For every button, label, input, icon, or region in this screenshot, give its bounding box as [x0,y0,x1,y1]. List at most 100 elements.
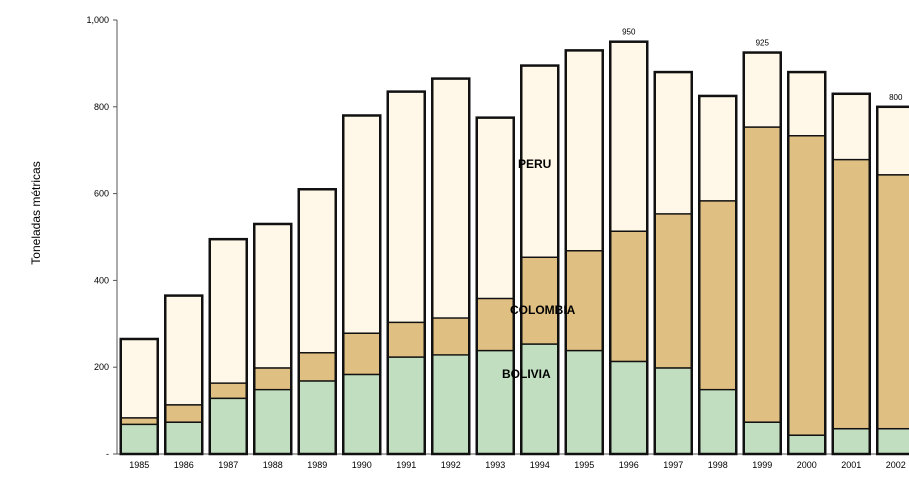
bar-segment-peru [387,91,425,322]
bar-segment-colombia [432,317,470,355]
x-tick-label: 2002 [886,460,906,470]
bar-segment-bolivia [743,421,781,454]
bar-outline [342,114,382,456]
bar-segment-bolivia [654,367,692,454]
bar-outline [831,92,871,456]
bar-outline [520,64,560,456]
bar-outline [431,77,471,456]
x-tick-label: 1993 [485,460,505,470]
series-label-colombia: COLOMBIA [510,303,576,317]
bar-segment-bolivia [387,356,425,454]
x-tick-label: 2001 [841,460,861,470]
bar-segment-bolivia [432,354,470,454]
data-label: 800 [889,93,903,102]
bar-segment-peru [699,95,737,201]
bar-segment-colombia [343,332,381,374]
bar-segment-bolivia [120,423,158,454]
bar-segment-peru [565,50,603,251]
x-tick-label: 2000 [797,460,817,470]
bar-segment-colombia [610,230,648,361]
bar-segment-bolivia [877,427,909,454]
bar-segment-peru [165,295,203,405]
bar-segment-bolivia [788,434,826,454]
bar-segment-colombia [788,135,826,435]
series-label-peru: PERU [518,157,551,171]
bar-segment-colombia [298,352,336,381]
bar-segment-peru [476,117,514,298]
y-axis-label: Toneladas métricas [29,161,43,264]
bar-segment-colombia [476,297,514,350]
bar-segment-bolivia [521,343,559,454]
bar-outline [164,294,204,456]
bar-segment-peru [877,106,909,175]
x-tick-label: 1997 [663,460,683,470]
bar-outline [653,70,693,456]
x-tick-label: 1996 [619,460,639,470]
bar-outline [475,116,515,456]
bar-segment-peru [120,338,158,418]
bar-segment-peru [610,41,648,231]
x-tick-label: 1991 [396,460,416,470]
bar-segment-colombia [699,200,737,389]
bar-segment-peru [654,72,692,214]
y-tick-label: 200 [94,362,109,372]
bar-segment-bolivia [610,360,648,454]
bar-segment-colombia [254,367,292,389]
bar-segment-peru [298,189,336,353]
bar-segment-peru [743,52,781,127]
bar-segment-colombia [832,158,870,428]
x-tick-label: 1985 [129,460,149,470]
bar-outline [297,188,337,456]
bar-outline [564,49,604,456]
y-tick-label: 1,000 [86,15,109,25]
bar-segment-bolivia [343,373,381,454]
labels: PERU COLOMBIA BOLIVIA 950 925 800 [502,28,903,381]
bar-segment-colombia [565,250,603,350]
bar-segment-peru [432,78,470,318]
bar-segment-colombia [877,174,909,428]
x-tick-label: 1988 [263,460,283,470]
bar-outline [742,51,782,456]
y-tick-label: 400 [94,275,109,285]
bar-segment-bolivia [209,397,247,454]
bar-segment-peru [209,239,247,383]
bar-segment-peru [521,65,559,257]
bar-segment-peru [343,115,381,333]
bar-segment-bolivia [254,388,292,454]
y-tick-label: 600 [94,189,109,199]
bar-segment-colombia [743,126,781,422]
bar-segment-bolivia [699,388,737,454]
x-tick-label: 1989 [307,460,327,470]
bar-outline [208,237,248,456]
bar-segment-colombia [521,256,559,344]
data-label: 950 [622,28,636,37]
bar-segment-bolivia [165,421,203,454]
x-tick-label: 1986 [174,460,194,470]
x-tick-label: 1994 [530,460,550,470]
bar-segment-colombia [654,213,692,368]
bar-segment-peru [254,223,292,368]
data-label: 925 [756,39,770,48]
bar-outline [787,70,827,456]
bar-segment-bolivia [832,427,870,454]
bar-segment-peru [832,93,870,159]
axes: - 200 400 600 800 1,000 1985 1986 1987 1988 1989 19… [86,15,909,470]
y-tick-label: - [106,449,109,459]
bar-segment-colombia [209,382,247,398]
bar-segment-bolivia [476,349,514,454]
bar-segment-colombia [387,321,425,357]
x-tick-label: 1990 [352,460,372,470]
x-tick-label: 1992 [441,460,461,470]
series-label-bolivia: BOLIVIA [502,367,551,381]
bar-segment-peru [788,72,826,136]
bar-outline [698,94,738,456]
bar-outline [876,105,909,456]
x-tick-label: 1999 [752,460,772,470]
bar-segment-bolivia [565,349,603,454]
bar-segment-colombia [120,417,158,424]
bar-outline [609,40,649,456]
bar-outline [253,222,293,456]
bar-segment-colombia [165,404,203,422]
x-tick-label: 1998 [708,460,728,470]
